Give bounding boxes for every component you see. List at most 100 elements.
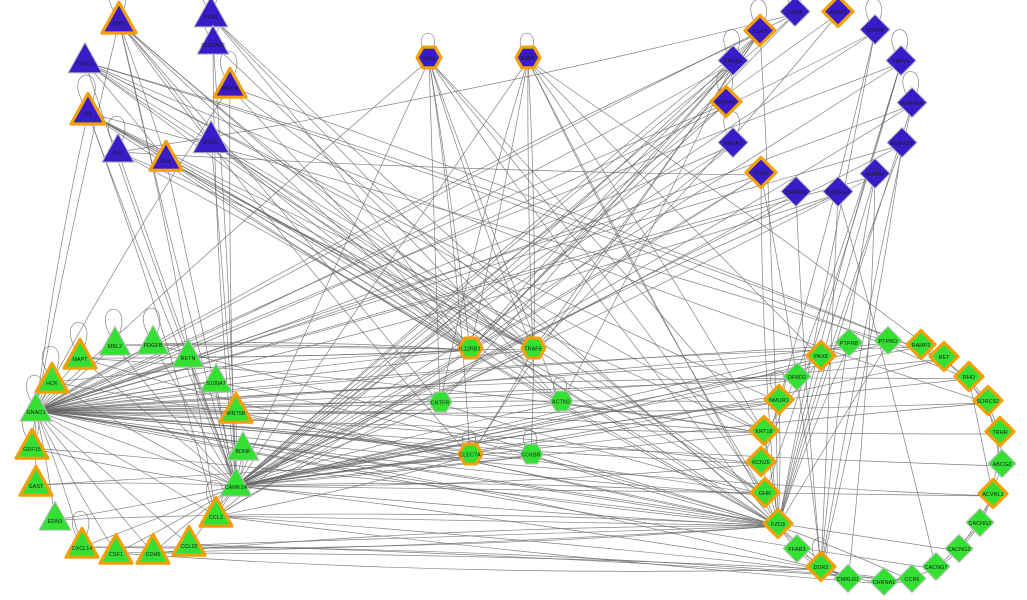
graph-node-ccr6[interactable]: CCR6 (894, 563, 930, 599)
graph-node-muc1[interactable]: MUC1 (64, 41, 106, 83)
node-shape-diamond-icon (714, 124, 752, 167)
edge (229, 86, 945, 360)
graph-node-frk[interactable]: FRK (146, 139, 186, 180)
node-shape-triangle-icon (196, 494, 236, 539)
node-shape-diamond-icon (926, 339, 962, 380)
edge (428, 59, 441, 405)
graph-node-cacng4[interactable]: CACNG4 (819, 175, 857, 213)
edge (35, 377, 970, 412)
graph-node-ccl20[interactable]: CCL20 (169, 523, 209, 568)
graph-node-cntfr[interactable]: CNTFR (425, 389, 456, 420)
edge (235, 174, 762, 487)
graph-node-mip2[interactable]: MIP2 (98, 0, 140, 43)
graph-node-epha4[interactable]: EPHA4 (707, 84, 745, 123)
node-shape-triangle-icon (223, 428, 263, 473)
graph-node-actn2[interactable]: ACTN2 (546, 388, 577, 419)
node-shape-diamond-icon (894, 561, 930, 600)
edge (35, 410, 960, 552)
self-loop-edge (902, 71, 919, 98)
edge (165, 159, 562, 404)
edge (87, 112, 562, 404)
edge (165, 159, 779, 527)
graph-node-fn1[interactable]: FN1 (98, 132, 138, 172)
graph-node-cckbr[interactable]: CCKBR (516, 441, 547, 472)
edge (51, 381, 237, 487)
graph-node-cdh5[interactable]: CDH5 (133, 531, 173, 576)
edge (118, 21, 167, 161)
node-shape-triangle-icon (133, 531, 173, 576)
edge (54, 485, 237, 521)
edge (777, 342, 889, 527)
self-loop-edge (716, 70, 733, 97)
graph-node-adra1a[interactable]: ADRA1A (893, 86, 931, 124)
graph-node-irs1[interactable]: IRS1 (413, 44, 445, 76)
edge (35, 410, 217, 517)
edge (35, 482, 237, 487)
node-shape-diamond-icon (714, 42, 752, 85)
graph-node-klrf2[interactable]: KLRF2 (819, 0, 857, 33)
node-shape-hexagon-icon (546, 385, 577, 421)
graph-node-amhr2[interactable]: AMHR2 (856, 157, 894, 195)
edge (235, 62, 734, 487)
graph-node-fgf6[interactable]: FGF6 (189, 119, 233, 163)
edge (165, 159, 237, 487)
edge (152, 525, 779, 554)
graph-node-csf1[interactable]: CSF1 (96, 532, 136, 573)
node-shape-diamond-icon (866, 564, 902, 600)
edge (837, 193, 937, 570)
edge (35, 410, 762, 465)
node-shape-diamond-icon (856, 155, 894, 198)
edge (118, 21, 217, 517)
self-loop-edge (109, 0, 127, 14)
graph-node-trpv1[interactable]: TRPV1 (882, 44, 920, 82)
edge (35, 346, 922, 412)
graph-node-mbl2[interactable]: MBL2 (95, 325, 135, 365)
graph-node-itga5[interactable]: ITGA5 (742, 154, 780, 197)
graph-node-traf6[interactable]: TRAF6 (518, 335, 549, 366)
edge (35, 144, 734, 412)
graph-node-epha5[interactable]: EPHA5 (714, 44, 752, 82)
node-shape-diamond-icon (831, 325, 867, 366)
self-loop-edge (105, 308, 123, 337)
node-shape-diamond-icon (761, 382, 797, 423)
edge (84, 61, 534, 351)
node-shape-triangle-icon (169, 523, 209, 568)
edge (51, 349, 471, 383)
graph-node-esr2[interactable]: ESR2 (512, 44, 544, 76)
node-shape-triangle-icon (196, 360, 236, 405)
node-shape-diamond-icon (970, 383, 1006, 424)
edge (820, 193, 839, 570)
edge (527, 59, 535, 457)
graph-node-wnt5b[interactable]: WNT5B (216, 391, 256, 432)
graph-node-chrna5[interactable]: CHRNA5 (777, 175, 815, 213)
edge (229, 86, 237, 487)
node-shape-diamond-icon (742, 154, 780, 197)
graph-node-pdgfb[interactable]: PDGFB (133, 324, 173, 364)
graph-node-il12rb1[interactable]: IL12RB1 (455, 335, 486, 366)
edge (777, 104, 913, 527)
edge (235, 193, 797, 487)
edge (760, 174, 779, 527)
edge (35, 344, 850, 412)
graph-node-slc6a12[interactable]: SLC6A12 (193, 24, 233, 64)
self-loop-edge (769, 370, 786, 395)
edge (188, 525, 779, 546)
edge (235, 432, 765, 487)
node-shape-triangle-icon (16, 389, 56, 434)
edge (84, 61, 765, 434)
edge (235, 59, 529, 487)
graph-node-cmklr1[interactable]: CMKLR1 (830, 563, 866, 599)
graph-node-ptpro[interactable]: PTPRO (870, 325, 906, 361)
edge (764, 62, 902, 496)
node-shape-triangle-icon (64, 39, 106, 86)
edge (35, 410, 1001, 435)
graph-node-il2[interactable]: IL2 (67, 91, 109, 134)
edge (560, 402, 779, 527)
node-shape-hexagon-icon (455, 438, 486, 474)
edge (35, 175, 876, 412)
graph-node-itga8[interactable]: ITGA8 (776, 0, 814, 33)
node-shape-diamond-icon (746, 413, 782, 454)
graph-node-nrtn[interactable]: NRTN (210, 66, 250, 107)
graph-node-clec7a[interactable]: CLEC7A (455, 441, 486, 472)
